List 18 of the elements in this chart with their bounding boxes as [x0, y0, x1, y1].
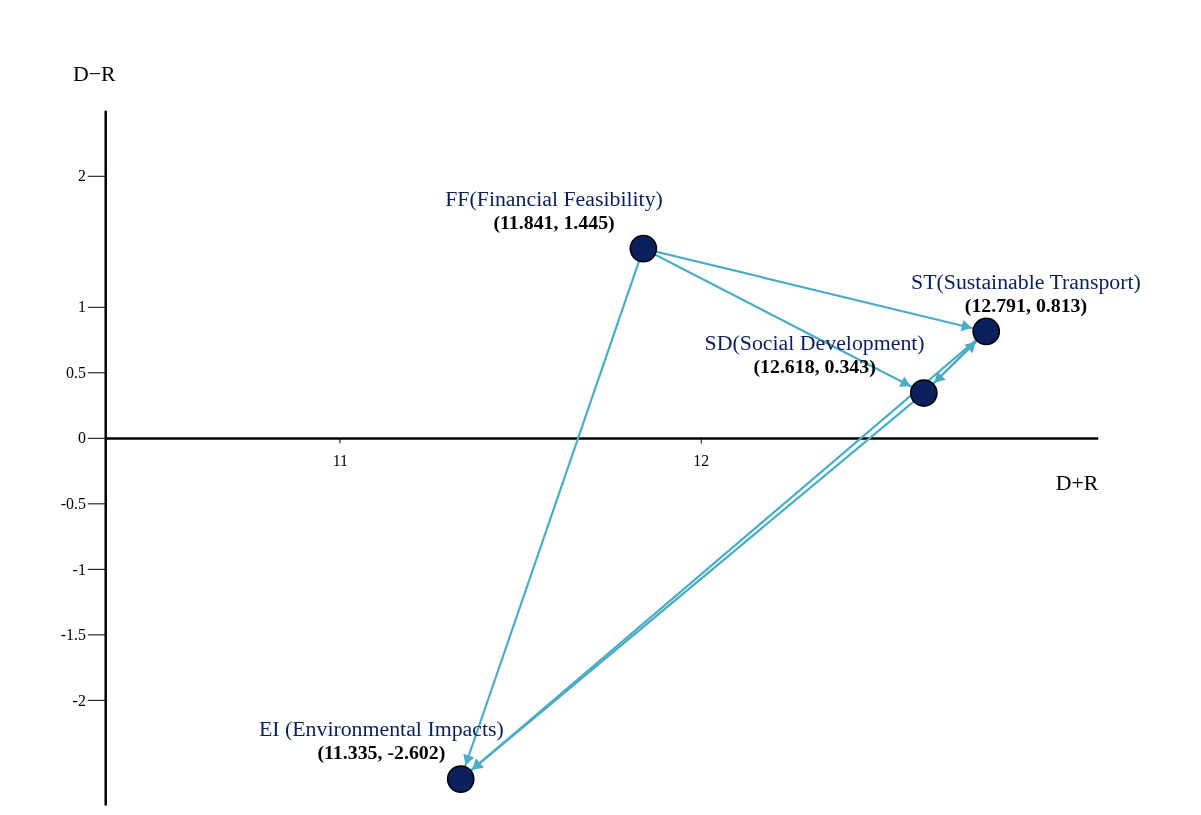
x-tick-label: 12 [693, 452, 710, 470]
y-axis-title: D−R [72, 62, 117, 87]
series-label: FF(Financial Feasibility) [445, 186, 663, 211]
data-label: (11.841, 1.445) [493, 210, 615, 234]
y-tick-label: 2 [77, 167, 86, 185]
y-tick-label: 0 [77, 429, 86, 447]
y-tick-label: 0.5 [66, 363, 86, 381]
y-tick-label: -1 [72, 560, 86, 578]
data-label: (12.618, 0.343) [753, 355, 876, 379]
text: ST(Sustainable Transport) [911, 269, 1141, 294]
data-label: (12.791, 0.813) [964, 293, 1088, 317]
x-tick-label: 11 [332, 452, 348, 470]
y-tick-label: 1 [77, 298, 86, 316]
y-tick-label: -2 [72, 691, 86, 709]
data-label: (11.335, -2.602) [317, 741, 446, 765]
y-tick-label: -1.5 [60, 626, 86, 644]
x-axis-title: D+R [1055, 471, 1099, 496]
y-tick-label: -0.5 [60, 495, 86, 513]
